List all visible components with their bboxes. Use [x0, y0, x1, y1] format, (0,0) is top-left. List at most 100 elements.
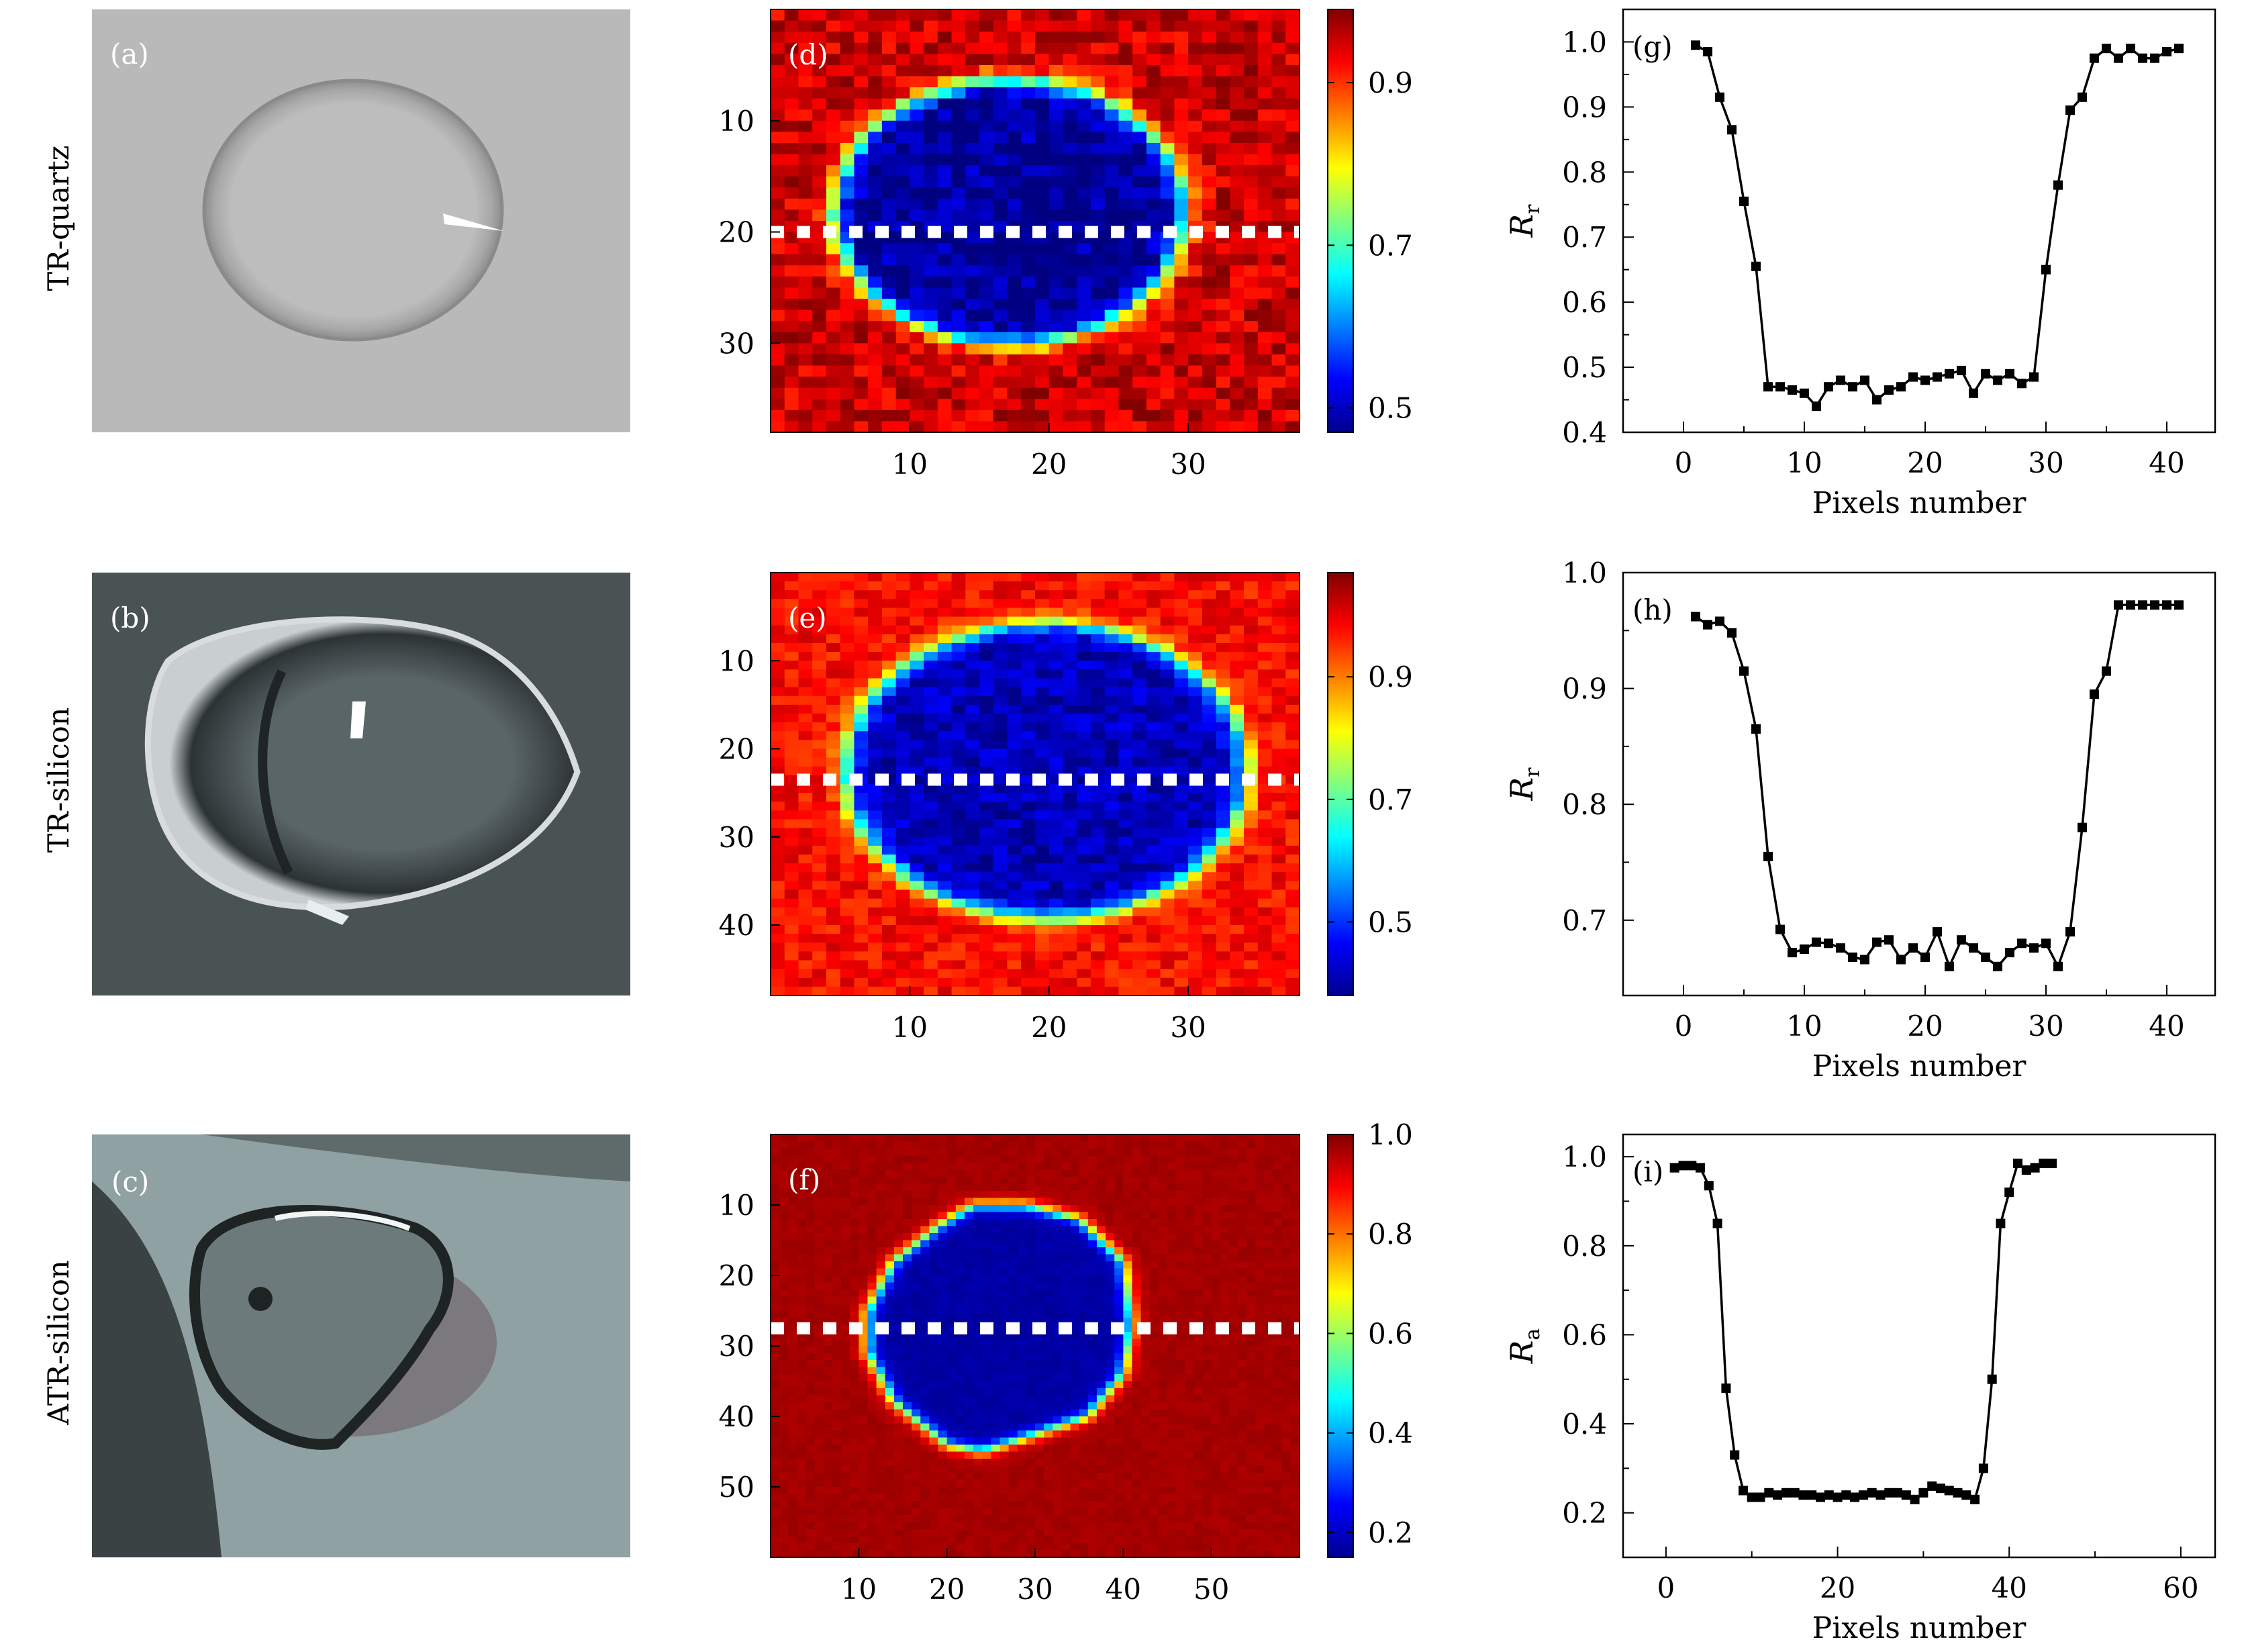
heatmap-cell — [893, 1282, 904, 1290]
heatmap-cell — [826, 409, 841, 422]
heatmap-cell — [784, 76, 799, 88]
heatmap-cell — [1048, 209, 1064, 222]
heatmap-cell — [826, 176, 841, 188]
heatmap-cell — [1048, 881, 1064, 891]
heatmap-cell — [1035, 176, 1050, 188]
heatmap-cell — [1176, 1183, 1185, 1192]
heatmap-cell — [955, 1141, 965, 1149]
heatmap-cell — [1118, 766, 1133, 776]
heatmap-cell — [1007, 120, 1022, 132]
heatmap-cell — [1118, 309, 1133, 322]
heatmap-cell — [1160, 365, 1175, 377]
heatmap-cell — [1285, 881, 1300, 891]
heatmap-cell — [1106, 1261, 1115, 1269]
heatmap-cell — [1008, 1318, 1018, 1326]
heatmap-cell — [771, 757, 785, 767]
heatmap-cell — [1048, 845, 1064, 855]
heatmap-cell — [965, 942, 980, 952]
heatmap-cell — [1063, 951, 1077, 961]
heatmap-cell — [1063, 695, 1077, 706]
heatmap-cell — [1174, 32, 1189, 44]
heatmap-cell — [893, 1318, 904, 1326]
heatmap-cell — [1244, 643, 1259, 652]
heatmap-cell — [893, 1155, 904, 1163]
heatmap-cell — [1230, 387, 1244, 399]
heatmap-cell — [1211, 1205, 1221, 1213]
heatmap-cell — [1271, 951, 1286, 961]
heatmap-cell — [1090, 977, 1106, 987]
heatmap-cell — [1176, 1233, 1185, 1241]
heatmap-cell — [798, 421, 813, 433]
heatmap-cell — [1007, 581, 1022, 591]
heatmap-cell — [1188, 409, 1203, 422]
heatmap-cell — [826, 387, 841, 399]
heatmap-cell — [1106, 1310, 1115, 1318]
heatmap-cell — [937, 986, 953, 996]
heatmap-cell — [1079, 1240, 1089, 1248]
heatmap-cell — [1104, 608, 1120, 618]
heatmap-cell — [1104, 354, 1120, 367]
heatmap-frame — [770, 572, 1300, 996]
heatmap-cell — [979, 154, 994, 166]
heatmap-cell — [1271, 828, 1286, 838]
heatmap-cell — [1048, 942, 1064, 952]
heatmap-cell — [1216, 714, 1230, 723]
heatmap-cell — [895, 810, 910, 820]
heatmap-cell — [1188, 9, 1203, 21]
heatmap-cell — [1230, 828, 1244, 838]
heatmap-cell — [1118, 643, 1133, 652]
heatmap-cell — [893, 1233, 904, 1241]
heatmap-cell — [1104, 590, 1120, 599]
heatmap-cell — [1048, 176, 1064, 188]
heatmap-cell — [812, 960, 827, 970]
heatmap-cell — [1202, 951, 1217, 961]
heatmap-cell — [823, 1282, 833, 1290]
heatmap-cell — [1035, 634, 1050, 644]
heatmap-cell — [1035, 287, 1050, 299]
heatmap-cell — [1264, 1268, 1274, 1276]
heatmap-cell — [1202, 625, 1217, 635]
heatmap-cell — [812, 276, 827, 289]
heatmap-cell — [1238, 1183, 1247, 1192]
heatmap-cell — [895, 889, 910, 900]
heatmap-cell — [1244, 76, 1259, 88]
heatmap-cell — [1007, 845, 1022, 855]
heatmap-cell — [1257, 20, 1273, 32]
heatmap-cell — [1255, 1212, 1265, 1220]
heatmap-cell — [1188, 714, 1203, 723]
heatmap-cell — [1174, 54, 1189, 66]
heatmap-cell — [1257, 343, 1273, 355]
heatmap-cell — [895, 254, 910, 266]
heatmap-cell — [1104, 731, 1120, 740]
heatmap-cell — [868, 801, 883, 811]
heatmap-cell — [924, 687, 938, 697]
heatmap-cell — [1118, 722, 1133, 732]
heatmap-cell — [1160, 98, 1175, 110]
heatmap-cell — [1216, 87, 1230, 99]
heatmap-cell — [1090, 748, 1106, 759]
heatmap-cell — [937, 898, 953, 908]
heatmap-cell — [1090, 254, 1106, 266]
heatmap-cell — [1211, 1191, 1221, 1199]
heatmap-cell — [920, 1290, 930, 1298]
heatmap-cell — [1017, 1183, 1027, 1192]
heatmap-cell — [1007, 704, 1022, 714]
heatmap-cell — [1063, 889, 1077, 900]
heatmap-cell — [965, 907, 980, 917]
heatmap-cell — [895, 76, 910, 88]
heatmap-cell — [965, 960, 980, 970]
heatmap-cell — [1188, 590, 1203, 599]
heatmap-cell — [1271, 590, 1286, 599]
heatmap-cell — [1271, 845, 1286, 855]
heatmap-cell — [1146, 120, 1161, 132]
heatmap-cell — [979, 872, 994, 881]
heatmap-cell — [979, 76, 994, 88]
heatmap-cell — [771, 20, 785, 32]
heatmap-cell — [812, 243, 827, 255]
heatmap-cell — [1188, 695, 1203, 706]
heatmap-cell — [1174, 634, 1189, 644]
heatmap-cell — [1077, 942, 1091, 952]
heatmap-cell — [1216, 365, 1230, 377]
heatmap-cell — [1118, 960, 1133, 970]
heatmap-cell — [1104, 109, 1120, 122]
